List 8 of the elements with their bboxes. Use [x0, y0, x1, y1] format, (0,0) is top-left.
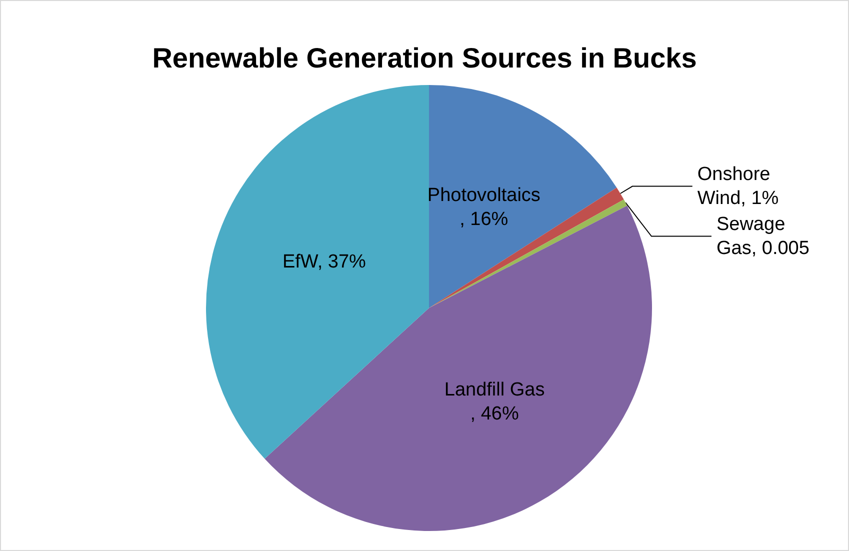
slice-label: EfW, 37%	[282, 251, 366, 272]
slice-label: Sewage Gas, 0.005	[716, 214, 810, 259]
slice-label: Landfill Gas	[444, 379, 545, 400]
data-label: , 46%	[470, 403, 519, 424]
data-label: , 16%	[460, 209, 508, 230]
chart-title: Renewable Generation Sources in Bucks	[152, 42, 697, 74]
slice-label: Photovoltaics	[427, 185, 540, 206]
slice-label: Onshore Wind, 1%	[697, 164, 779, 209]
